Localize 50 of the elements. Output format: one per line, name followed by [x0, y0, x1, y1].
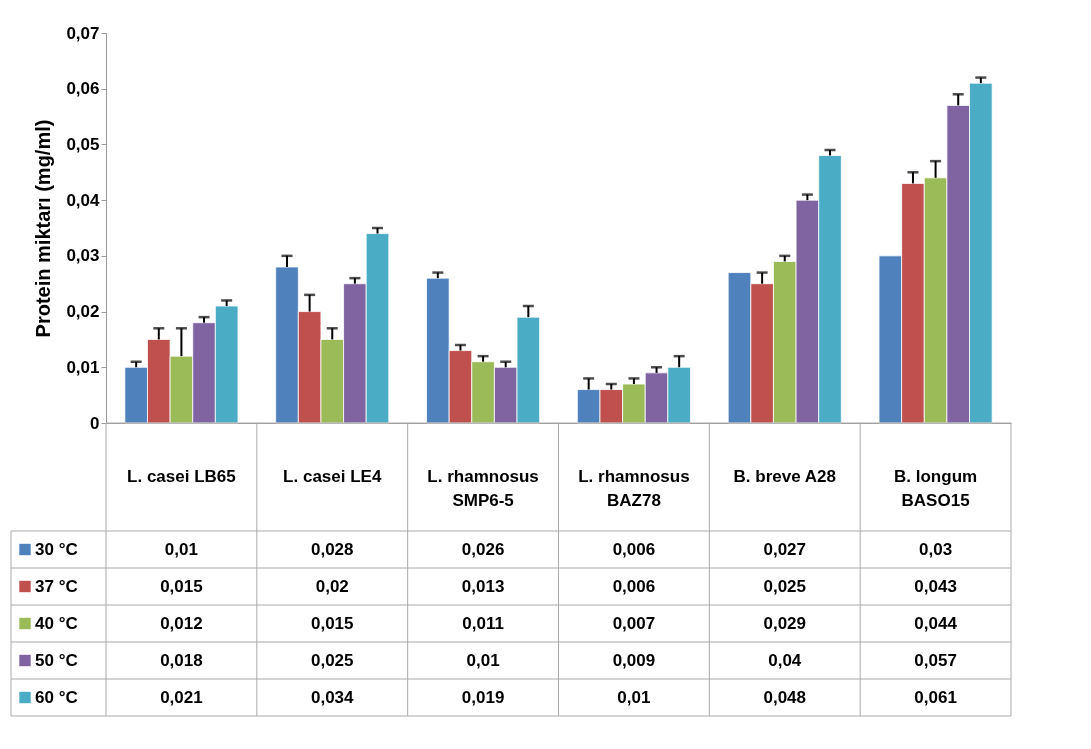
data-label: 0,015	[160, 576, 203, 596]
legend-label: 30 °C	[35, 539, 78, 559]
data-label: 0,025	[763, 576, 807, 596]
x-tick-label: B. longum BASO15	[894, 467, 978, 510]
x-tick-label: L. casei LE4	[283, 467, 382, 486]
y-tick-label: 0,05	[66, 134, 100, 154]
x-tick-label: L. rhamnosus BAZ78	[578, 467, 690, 510]
data-label: 0,029	[763, 613, 807, 633]
data-label: 0,006	[612, 576, 656, 596]
data-label: 0,018	[160, 650, 203, 670]
legend-label: 60 °C	[35, 687, 78, 707]
data-label: 0,025	[310, 650, 354, 670]
y-axis-title: Protein miktarı (mg/ml)	[32, 119, 55, 338]
data-label: 0,02	[315, 576, 349, 596]
data-label: 0,01	[466, 650, 500, 670]
data-label: 0,006	[612, 539, 656, 559]
data-label: 0,013	[461, 576, 505, 596]
data-label: 0,009	[612, 650, 656, 670]
y-tick-label: 0,04	[66, 190, 101, 210]
data-label: 0,057	[914, 650, 957, 670]
y-tick-label: 0,07	[66, 23, 100, 43]
data-label: 0,01	[164, 539, 198, 559]
data-label: 0,007	[612, 613, 656, 633]
data-label: 0,015	[310, 613, 354, 633]
data-label: 0,011	[462, 613, 504, 633]
x-tick-label: L. rhamnosus SMP6-5	[427, 467, 539, 510]
y-tick-label: 0,06	[66, 79, 100, 99]
data-label: 0,027	[763, 539, 807, 559]
x-tick-label: B. breve A28	[733, 467, 836, 486]
legend-label: 37 °C	[35, 576, 78, 596]
legend-label: 40 °C	[35, 613, 78, 633]
data-label: 0,034	[310, 687, 355, 707]
data-label: 0,021	[160, 687, 203, 707]
data-label: 0,044	[914, 613, 958, 633]
data-label: 0,048	[763, 687, 807, 707]
data-label: 0,012	[160, 613, 203, 633]
y-tick-label: 0,03	[66, 246, 100, 266]
y-tick-label: 0	[90, 413, 100, 433]
data-label: 0,01	[617, 687, 651, 707]
y-tick-label: 0,02	[66, 302, 100, 322]
data-label: 0,026	[461, 539, 505, 559]
data-label: 0,03	[919, 539, 953, 559]
data-label: 0,028	[310, 539, 354, 559]
y-tick-label: 0,01	[66, 357, 100, 377]
legend-label: 50 °C	[35, 650, 78, 670]
data-label: 0,061	[914, 687, 957, 707]
data-label: 0,019	[461, 687, 505, 707]
data-label: 0,04	[768, 650, 802, 670]
x-tick-label: L. casei LB65	[127, 467, 236, 486]
data-label: 0,043	[914, 576, 957, 596]
